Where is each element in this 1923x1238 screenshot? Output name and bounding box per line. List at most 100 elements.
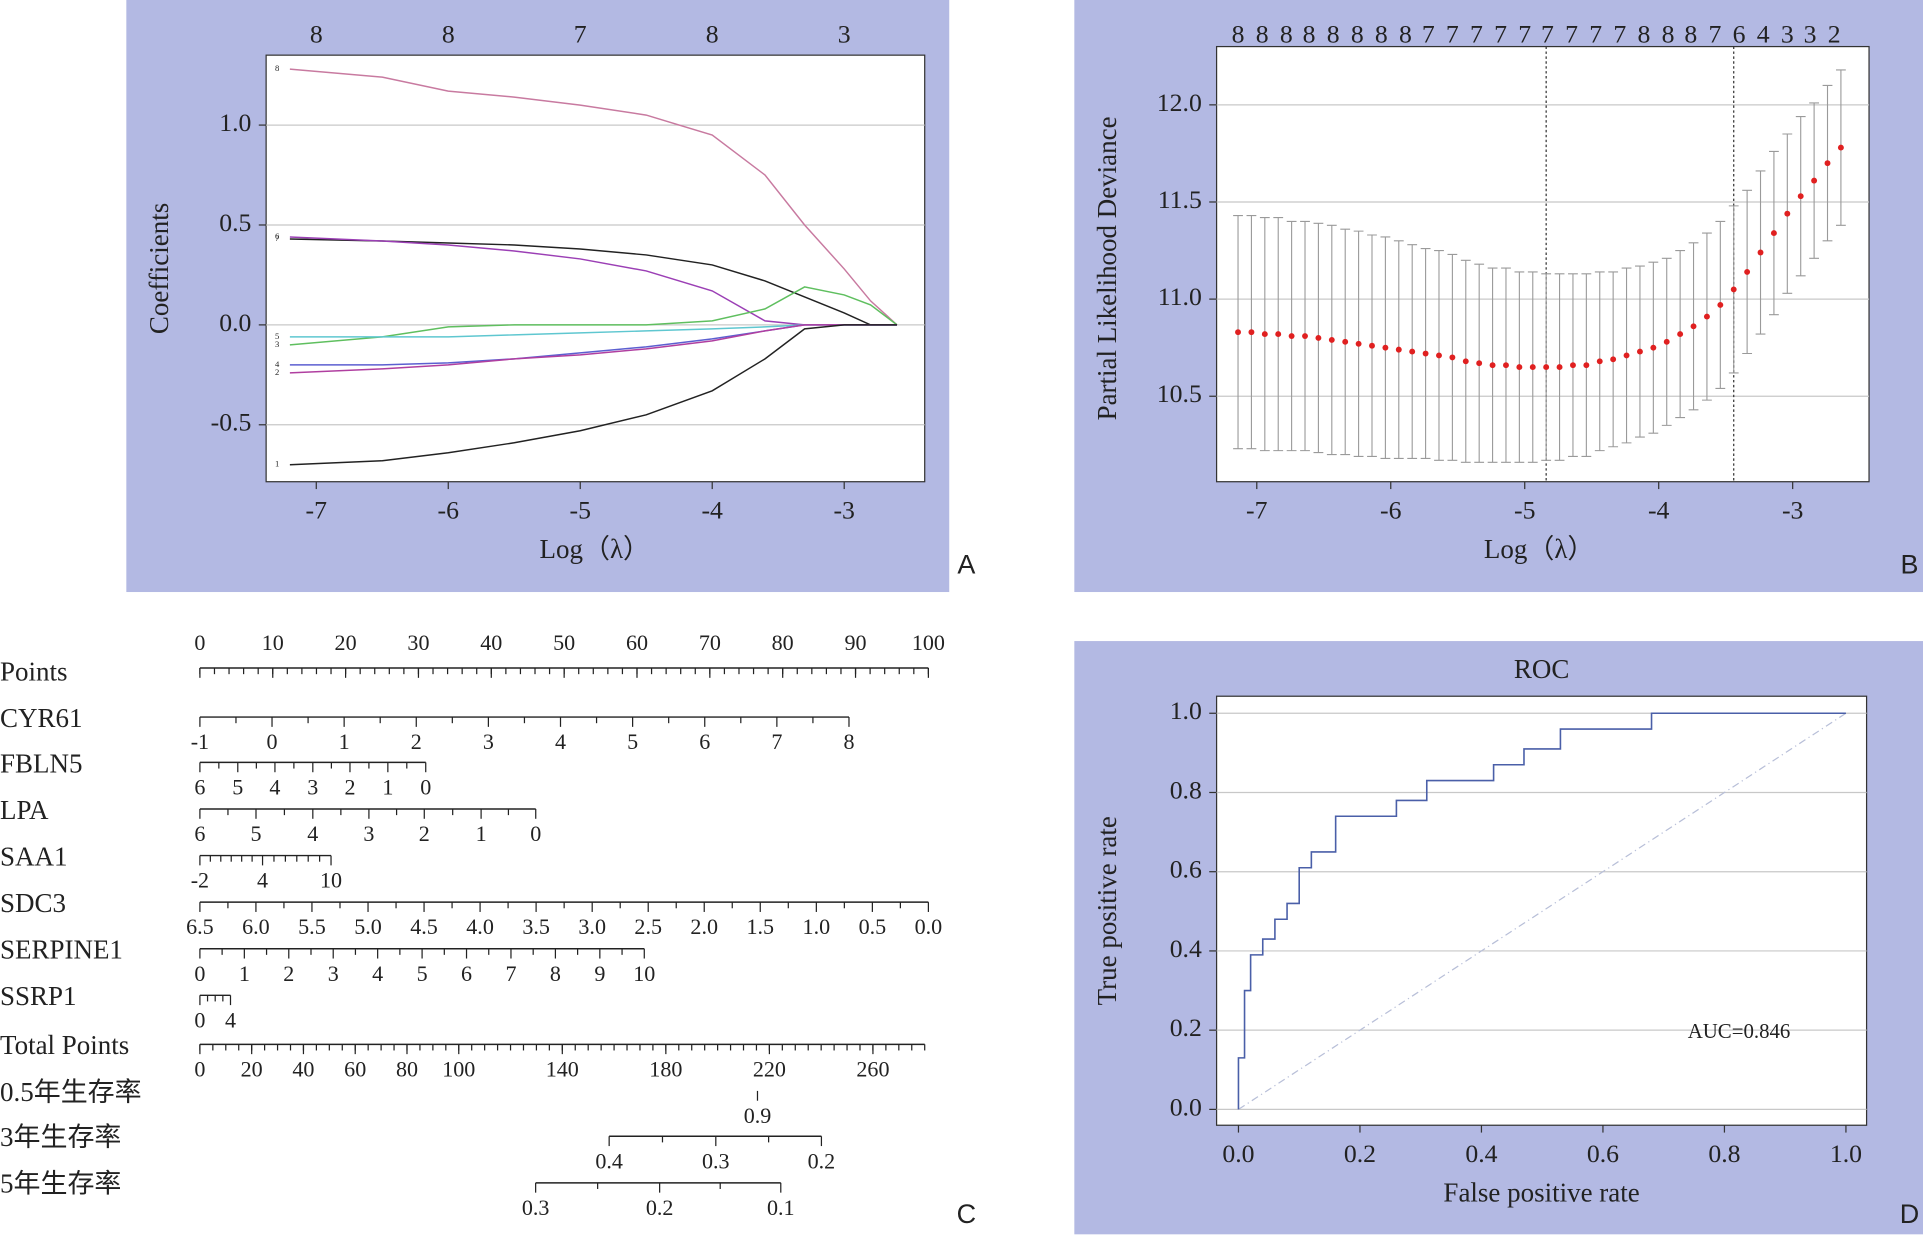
deviance-point xyxy=(1837,144,1844,151)
tick-label: 4 xyxy=(307,821,318,846)
tick-label: 2.0 xyxy=(690,914,718,939)
tick-label: 70 xyxy=(699,630,721,655)
x-tick-label: -3 xyxy=(833,495,854,524)
tick-label: 140 xyxy=(546,1056,579,1081)
tick-label: 90 xyxy=(845,630,867,655)
y-axis-label: Partial Likelihood Deviance xyxy=(1092,116,1122,420)
tick-label: 1 xyxy=(382,774,393,799)
tick-label: 2 xyxy=(419,821,430,846)
tick-label: 5.0 xyxy=(354,914,382,939)
top-axis-label: 8 xyxy=(1662,20,1675,49)
deviance-point xyxy=(1730,286,1737,293)
y-tick-label: 10.5 xyxy=(1157,379,1202,408)
deviance-point xyxy=(1610,356,1617,363)
x-tick-label: -4 xyxy=(1648,495,1670,524)
tick-label: 60 xyxy=(344,1056,366,1081)
deviance-point xyxy=(1503,362,1509,369)
tick-label: 6 xyxy=(699,729,710,754)
tick-label: 1 xyxy=(476,821,487,846)
tick-label: 6.5 xyxy=(186,914,214,939)
y-tick-label: 11.5 xyxy=(1158,185,1202,214)
top-axis-label: 8 xyxy=(1303,20,1316,49)
deviance-point xyxy=(1302,333,1308,339)
y-tick-label: 0.2 xyxy=(1170,1013,1202,1042)
y-tick-label: 0.0 xyxy=(1170,1092,1202,1121)
coefficient-path xyxy=(289,286,898,346)
top-axis-label: 8 xyxy=(706,20,719,49)
deviance-point xyxy=(1784,210,1791,217)
tick-label: 0 xyxy=(267,729,278,754)
deviance-point xyxy=(1596,358,1603,365)
panel-letter: B xyxy=(1901,549,1919,579)
tick-label: 1 xyxy=(339,729,350,754)
tick-label: 7 xyxy=(771,729,782,754)
top-axis-label: 8 xyxy=(1280,20,1293,49)
tick-label: 2 xyxy=(411,729,422,754)
x-tick-label: -7 xyxy=(1246,495,1268,524)
tick-label: 8 xyxy=(550,961,561,986)
deviance-point xyxy=(1744,268,1751,275)
top-axis-label: 3 xyxy=(1781,20,1794,49)
tick-label: -1 xyxy=(191,729,209,754)
row-name: 0.5年生存率 xyxy=(0,1077,142,1107)
tick-label: 0.2 xyxy=(808,1148,836,1173)
deviance-point xyxy=(1261,331,1268,338)
tick-label: 8 xyxy=(843,729,854,754)
panel-letter: D xyxy=(1900,1199,1919,1229)
y-tick-label: 1.0 xyxy=(219,108,251,137)
tick-label: 10 xyxy=(633,961,655,986)
annotation: AUC=0.846 xyxy=(1688,1019,1791,1043)
coefficient-path xyxy=(289,238,897,326)
tick-label: 3.0 xyxy=(578,914,606,939)
x-tick-label: 0.0 xyxy=(1222,1139,1254,1168)
deviance-point xyxy=(1529,364,1536,371)
tick-label: 6.0 xyxy=(242,914,270,939)
tick-label: 4 xyxy=(269,774,280,799)
row-name: FBLN5 xyxy=(0,748,82,778)
x-tick-label: 0.8 xyxy=(1708,1139,1740,1168)
row-name: SSRP1 xyxy=(0,981,76,1011)
tick-label: 7 xyxy=(505,961,516,986)
deviance-point xyxy=(1583,362,1590,369)
deviance-point xyxy=(1516,364,1523,371)
deviance-point xyxy=(1824,160,1831,167)
top-axis-label: 3 xyxy=(838,20,851,49)
y-axis-label: True positive rate xyxy=(1092,816,1122,1005)
coefficient-path xyxy=(289,324,897,466)
top-axis-label: 8 xyxy=(1375,20,1388,49)
deviance-point xyxy=(1315,335,1322,341)
tick-label: 6 xyxy=(461,961,472,986)
tick-label: 0.0 xyxy=(915,914,943,939)
tick-label: 5 xyxy=(250,821,261,846)
top-axis-label: 7 xyxy=(1541,20,1554,49)
tick-label: 3 xyxy=(328,961,339,986)
tick-label: 260 xyxy=(856,1056,889,1081)
deviance-point xyxy=(1235,329,1241,336)
tick-label: 50 xyxy=(553,630,575,655)
deviance-point xyxy=(1248,329,1255,336)
tick-label: 4 xyxy=(257,868,268,893)
y-tick-label: 11.0 xyxy=(1158,282,1202,311)
x-tick-label: -7 xyxy=(306,495,328,524)
series-label: 7 xyxy=(275,233,280,243)
deviance-point xyxy=(1570,362,1576,369)
tick-label: 3 xyxy=(483,729,494,754)
tick-label: 180 xyxy=(649,1056,682,1081)
tick-label: 6 xyxy=(194,774,205,799)
series-label: 2 xyxy=(275,367,279,377)
tick-label: 10 xyxy=(262,630,284,655)
tick-label: 40 xyxy=(480,630,502,655)
tick-label: 40 xyxy=(292,1056,314,1081)
tick-label: 80 xyxy=(772,630,794,655)
y-tick-label: 0.0 xyxy=(219,308,251,337)
top-axis-label: 8 xyxy=(1327,20,1340,49)
deviance-point xyxy=(1770,230,1777,237)
top-axis-label: 7 xyxy=(1613,20,1626,49)
panel-letter: C xyxy=(957,1199,976,1229)
row-name: 5年生存率 xyxy=(0,1169,121,1199)
tick-label: 20 xyxy=(241,1056,263,1081)
row-name: CYR61 xyxy=(0,703,82,733)
series-label: 6 xyxy=(275,231,280,241)
x-axis-label: Log（λ） xyxy=(540,534,650,564)
